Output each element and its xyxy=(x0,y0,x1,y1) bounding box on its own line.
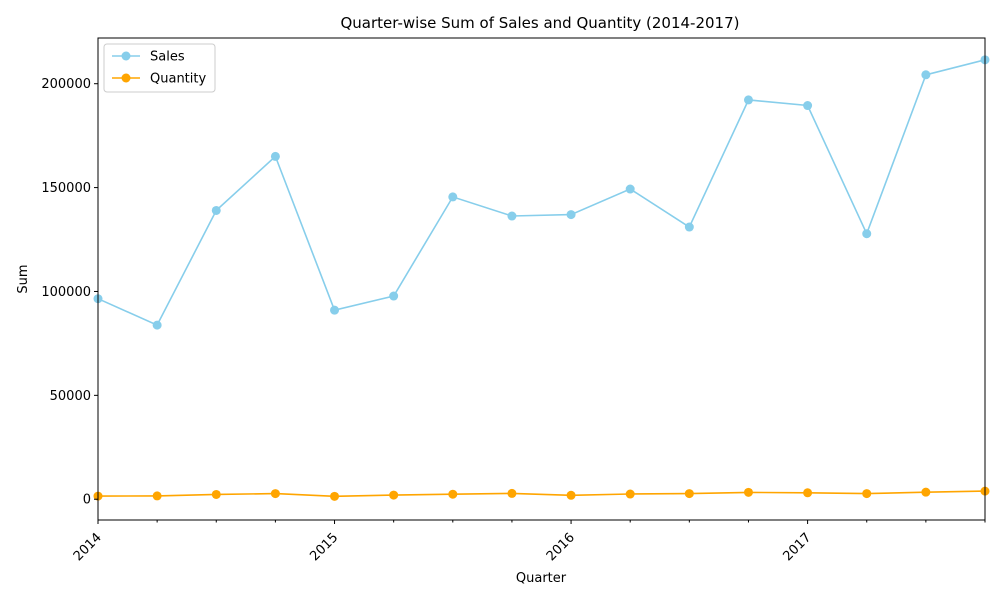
data-point xyxy=(684,489,694,499)
data-point xyxy=(270,151,280,161)
data-point xyxy=(862,229,872,239)
data-point xyxy=(507,211,517,221)
y-tick-label: 50000 xyxy=(50,389,91,404)
y-tick-label: 100000 xyxy=(41,285,91,300)
series-line xyxy=(97,490,986,498)
data-point xyxy=(389,490,399,500)
x-axis-label: Quarter xyxy=(516,571,567,586)
legend-item-sales: Sales xyxy=(112,50,185,65)
data-point xyxy=(270,489,280,499)
series-line xyxy=(97,59,986,327)
data-point xyxy=(152,320,162,330)
data-point xyxy=(448,489,458,499)
data-point xyxy=(625,184,635,194)
data-point xyxy=(684,222,694,232)
data-point xyxy=(566,210,576,220)
data-point xyxy=(152,491,162,501)
data-point xyxy=(625,489,635,499)
data-point xyxy=(507,488,517,498)
data-point xyxy=(743,95,753,105)
data-point xyxy=(330,305,340,315)
legend-marker xyxy=(121,73,131,83)
data-point xyxy=(330,491,340,501)
series-sales xyxy=(93,55,990,330)
data-point xyxy=(389,291,399,301)
data-point xyxy=(803,101,813,111)
plot-frame xyxy=(97,37,986,521)
series-layer xyxy=(93,55,990,501)
legend-marker xyxy=(121,51,131,61)
legend: Sales Quantity xyxy=(103,43,216,93)
data-point xyxy=(211,205,221,215)
data-point xyxy=(921,70,931,80)
x-tick-label: 2014 xyxy=(71,530,105,564)
plot-area xyxy=(98,38,985,520)
y-tick-label: 0 xyxy=(83,493,91,508)
x-tick-label: 2015 xyxy=(307,530,341,564)
legend-item-quantity: Quantity xyxy=(112,72,206,87)
y-tick-label: 150000 xyxy=(41,181,91,196)
x-tick-label: 2016 xyxy=(544,530,578,564)
data-point xyxy=(448,192,458,202)
x-tick-label: 2017 xyxy=(780,530,814,564)
data-point xyxy=(566,490,576,500)
legend-label: Quantity xyxy=(150,72,206,87)
data-point xyxy=(743,487,753,497)
y-axis-label: Sum xyxy=(16,264,31,293)
data-point xyxy=(862,489,872,499)
chart-title: Quarter-wise Sum of Sales and Quantity (… xyxy=(340,14,739,32)
data-point xyxy=(921,487,931,497)
y-tick-label: 200000 xyxy=(41,77,91,92)
data-point xyxy=(211,489,221,499)
legend-label: Sales xyxy=(150,50,185,65)
data-point xyxy=(803,488,813,498)
